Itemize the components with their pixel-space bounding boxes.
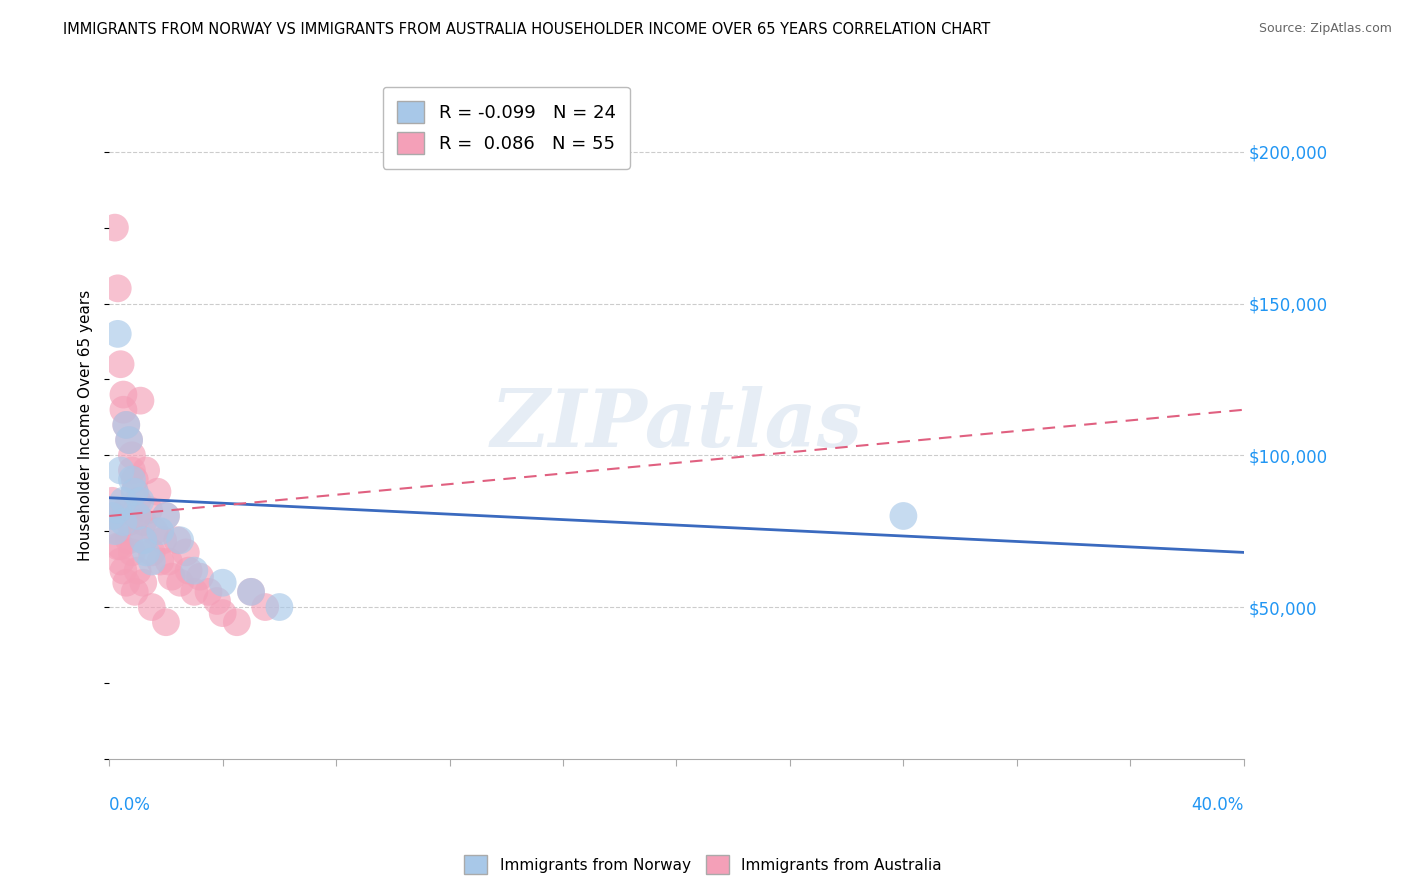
Point [127, 508, 149, 523]
Point [240, 585, 263, 599]
Point [118, 515, 141, 529]
Point [160, 570, 183, 584]
Point [152, 533, 174, 548]
Point [124, 585, 146, 599]
Point [107, 539, 129, 553]
Point [121, 545, 143, 559]
Y-axis label: Householder Income Over 65 years: Householder Income Over 65 years [79, 289, 93, 560]
Point [155, 508, 177, 523]
Point [155, 508, 177, 523]
Point [124, 484, 146, 499]
Point [169, 575, 191, 590]
Text: ZIPatlas: ZIPatlas [491, 386, 862, 464]
Point [118, 433, 141, 447]
Point [183, 585, 205, 599]
Point [127, 564, 149, 578]
Point [149, 524, 172, 538]
Text: 0.0%: 0.0% [110, 796, 150, 814]
Point [197, 585, 219, 599]
Point [240, 585, 263, 599]
Point [166, 533, 188, 548]
Point [177, 564, 200, 578]
Point [107, 524, 129, 538]
Point [104, 220, 127, 235]
Point [269, 600, 291, 615]
Point [129, 493, 152, 508]
Legend: R = -0.099   N = 24, R =  0.086   N = 55: R = -0.099 N = 24, R = 0.086 N = 55 [382, 87, 630, 169]
Point [110, 539, 132, 553]
Point [132, 515, 155, 529]
Point [254, 600, 277, 615]
Point [112, 387, 135, 401]
Point [149, 554, 172, 568]
Point [132, 533, 155, 548]
Point [141, 554, 163, 568]
Point [110, 463, 132, 477]
Point [115, 417, 138, 432]
Point [127, 493, 149, 508]
Point [112, 515, 135, 529]
Point [121, 448, 143, 462]
Point [135, 545, 157, 559]
Point [183, 564, 205, 578]
Point [115, 417, 138, 432]
Point [112, 493, 135, 508]
Text: Source: ZipAtlas.com: Source: ZipAtlas.com [1258, 22, 1392, 36]
Point [101, 493, 124, 508]
Point [101, 508, 124, 523]
Point [188, 570, 211, 584]
Point [146, 484, 169, 499]
Point [107, 326, 129, 341]
Point [121, 463, 143, 477]
Point [135, 463, 157, 477]
Point [157, 554, 180, 568]
Point [112, 402, 135, 417]
Point [174, 545, 197, 559]
Point [104, 508, 127, 523]
Point [132, 533, 155, 548]
Point [110, 357, 132, 371]
Point [124, 484, 146, 499]
Point [138, 503, 160, 517]
Text: 40.0%: 40.0% [1191, 796, 1244, 814]
Point [107, 503, 129, 517]
Point [225, 615, 247, 630]
Legend: Immigrants from Norway, Immigrants from Australia: Immigrants from Norway, Immigrants from … [458, 849, 948, 880]
Point [205, 594, 228, 608]
Point [893, 508, 915, 523]
Point [115, 575, 138, 590]
Point [211, 606, 233, 620]
Point [118, 433, 141, 447]
Point [155, 615, 177, 630]
Point [132, 575, 155, 590]
Point [110, 554, 132, 568]
Point [127, 508, 149, 523]
Point [115, 503, 138, 517]
Point [143, 524, 166, 538]
Point [121, 473, 143, 487]
Point [211, 575, 233, 590]
Point [112, 564, 135, 578]
Point [107, 281, 129, 295]
Point [118, 533, 141, 548]
Point [141, 545, 163, 559]
Point [124, 473, 146, 487]
Point [129, 393, 152, 408]
Point [104, 524, 127, 538]
Point [169, 533, 191, 548]
Text: IMMIGRANTS FROM NORWAY VS IMMIGRANTS FROM AUSTRALIA HOUSEHOLDER INCOME OVER 65 Y: IMMIGRANTS FROM NORWAY VS IMMIGRANTS FRO… [63, 22, 990, 37]
Point [141, 600, 163, 615]
